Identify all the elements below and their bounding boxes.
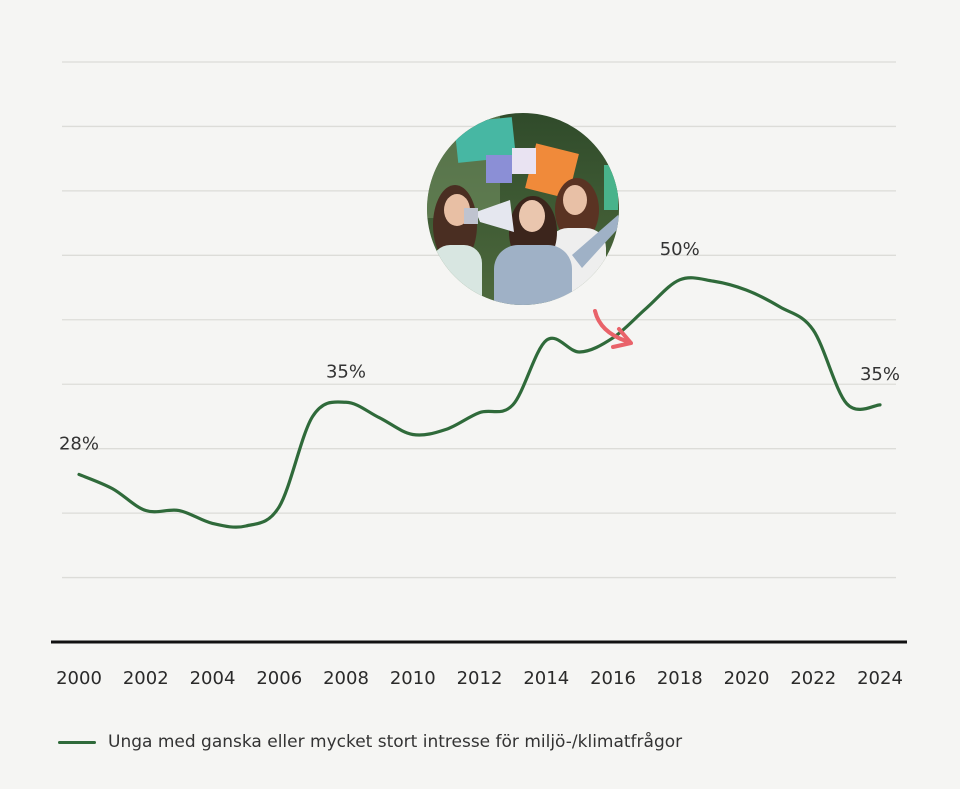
data-label: 50% [660, 239, 700, 260]
x-tick-label: 2004 [190, 668, 236, 689]
data-label: 35% [326, 361, 366, 382]
x-tick-label: 2016 [590, 668, 636, 689]
x-tick-label: 2024 [857, 668, 903, 689]
x-tick-label: 2018 [657, 668, 703, 689]
x-tick-label: 2012 [457, 668, 503, 689]
x-tick-label: 2014 [523, 668, 569, 689]
curved-arrow-icon [593, 309, 633, 349]
x-tick-label: 2000 [56, 668, 102, 689]
x-axis-ticks: 2000 2002 2004 2006 2008 2010 2012 2014 2016 2018… [56, 668, 903, 689]
x-tick-label: 2020 [724, 668, 770, 689]
x-tick-label: 2006 [256, 668, 302, 689]
legend-swatch [58, 740, 96, 744]
series-line [77, 276, 882, 529]
legend-label: Unga med ganska eller mycket stort intre… [108, 732, 683, 752]
data-label: 28% [59, 433, 99, 454]
x-tick-label: 2002 [123, 668, 169, 689]
data-label: 35% [860, 364, 900, 385]
data-labels: 28% 35% 50% 35% [59, 239, 900, 455]
protest-photo-icon [427, 113, 619, 305]
legend: Unga med ganska eller mycket stort intre… [58, 730, 682, 754]
x-tick-label: 2022 [790, 668, 836, 689]
x-tick-label: 2008 [323, 668, 369, 689]
x-tick-label: 2010 [390, 668, 436, 689]
